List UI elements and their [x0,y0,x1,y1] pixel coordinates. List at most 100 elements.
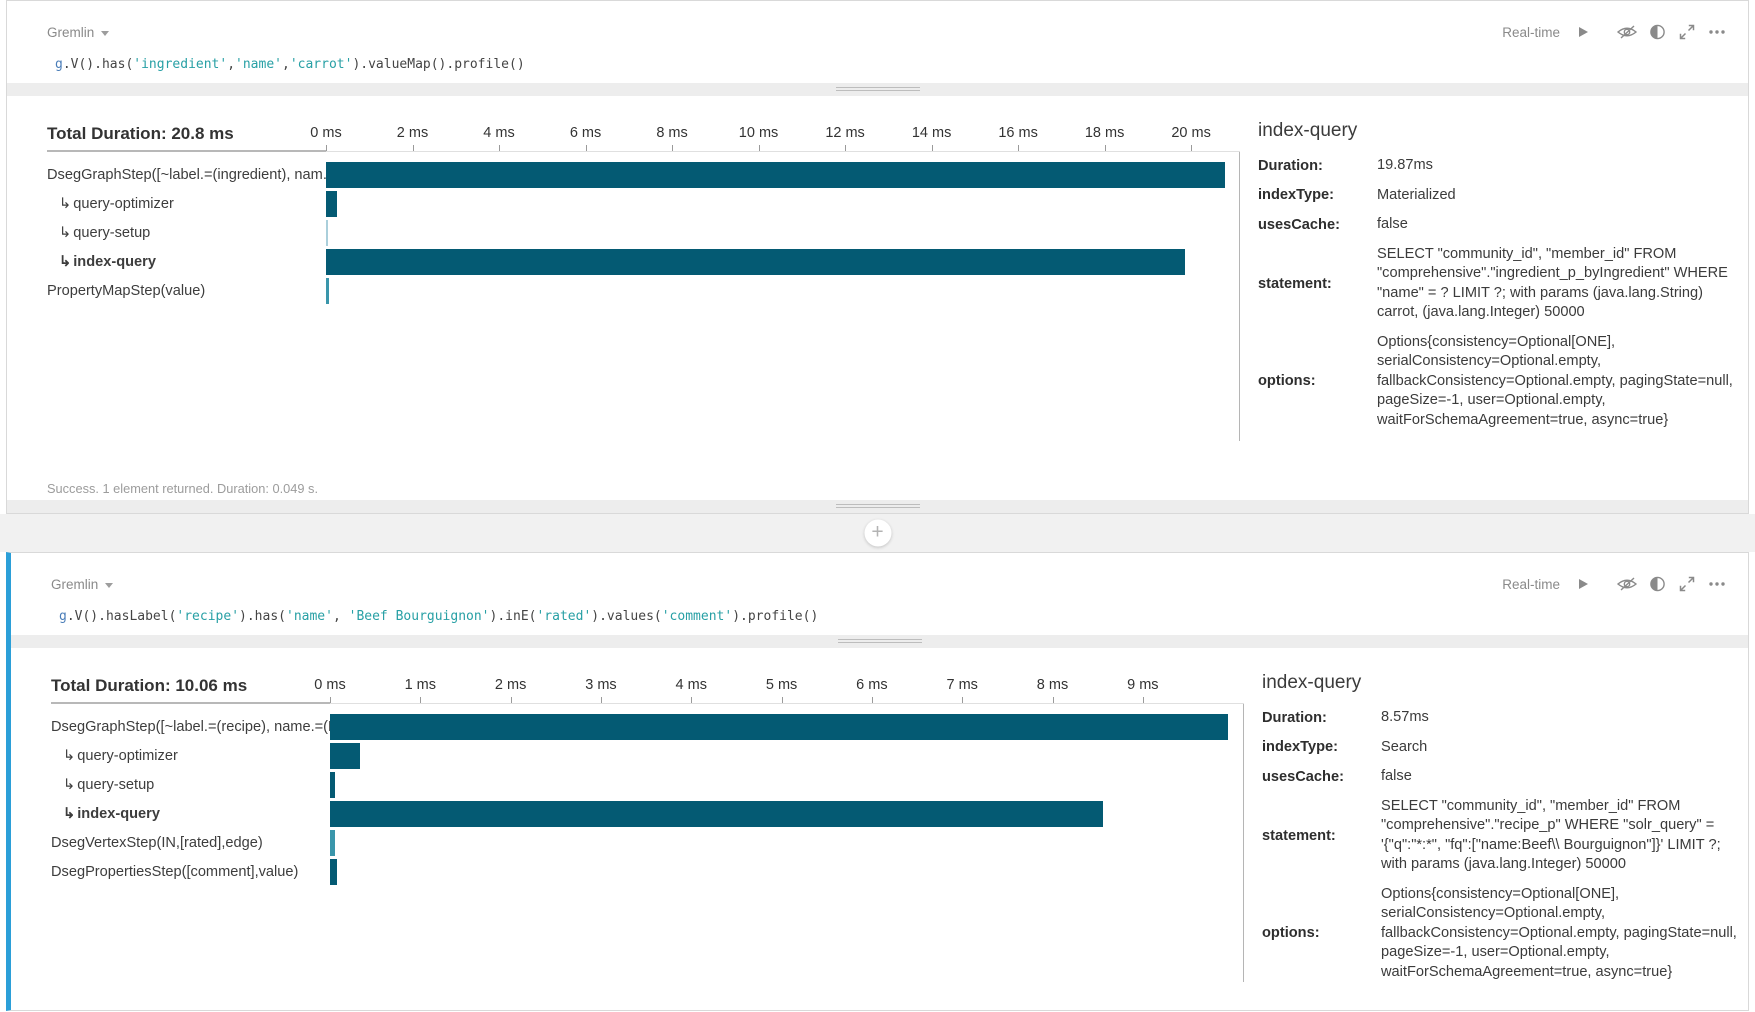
step-label[interactable]: ↳ query-optimizer [47,189,326,218]
run-button[interactable] [1572,573,1594,595]
duration-bar[interactable] [326,219,329,246]
bars-plot-area [330,704,1244,982]
hide-results-button[interactable] [1612,573,1642,595]
field-value: Options{consistency=Optional[ONE], seria… [1381,885,1737,980]
step-label[interactable]: DsegVertexStep(IN,[rated],edge) [51,828,330,857]
code-token: .V().hasLabel( [66,609,177,624]
run-button[interactable] [1572,21,1594,43]
details-title: index-query [1258,120,1358,141]
step-label[interactable]: DsegGraphStep([~label.=(recipe), name.=(… [51,712,330,741]
duration-bar[interactable] [326,248,1185,275]
duration-bar[interactable] [330,771,335,798]
indent-arrow-icon: ↳ [59,254,72,270]
query-editor[interactable]: g.V().has('ingredient','name','carrot').… [55,57,1748,72]
code-token: 'name' [235,57,282,72]
axis-tick-mark [499,145,501,151]
bars-plot-area [326,152,1240,441]
axis-tick-mark [326,145,327,151]
indent-arrow-icon: ↳ [59,225,72,241]
field-label: statement: [1262,827,1336,844]
query-cell-panel: Gremlin Real-time [6,0,1749,514]
step-label[interactable]: DsegGraphStep([~label.=(ingredient), nam… [47,160,326,189]
panel-header: Gremlin Real-time [7,1,1748,43]
details-field: usesCache: false [1262,767,1740,787]
axis-tick-mark [420,697,422,703]
bar-row [326,276,1239,305]
step-label-text: DsegVertexStep(IN,[rated],edge) [51,834,263,851]
add-cell-button[interactable]: + [864,519,891,547]
panel-resize-handle[interactable] [7,500,1748,513]
chart-body: DsegGraphStep([~label.=(recipe), name.=(… [51,704,1244,982]
query-editor[interactable]: g.V().hasLabel('recipe').has('name', 'Be… [59,609,1748,624]
axis-tick-mark [1142,697,1144,703]
language-dropdown[interactable]: Gremlin [47,25,110,40]
total-duration-label: Total Duration: 10.06 ms [51,672,330,704]
code-token: 'Beef Bourguignon' [348,609,490,624]
expand-button[interactable] [1672,573,1702,595]
details-field: indexType: Materialized [1258,186,1740,206]
editor-resize-handle[interactable] [7,83,1748,96]
code-token: g [55,57,63,72]
field-label: indexType: [1258,187,1334,204]
more-button[interactable] [1702,573,1732,595]
axis-tick-label: 6 ms [569,125,602,141]
field-label: Duration: [1262,709,1327,726]
duration-bar[interactable] [330,713,1228,740]
axis-tick-mark [1104,145,1106,151]
field-value: Search [1381,738,1428,755]
axis-tick-mark [845,145,847,151]
editor-resize-handle[interactable] [11,635,1748,648]
code-token: 'recipe' [176,609,240,624]
axis-tick-mark [758,145,760,151]
field-label: statement: [1258,275,1332,292]
language-dropdown[interactable]: Gremlin [51,577,114,592]
step-label[interactable]: PropertyMapStep(value) [47,276,326,305]
play-icon [1578,26,1589,38]
axis-tick-label: 20 ms [1171,125,1211,141]
axis-tick-mark [672,145,674,151]
chart-body: DsegGraphStep([~label.=(ingredient), nam… [47,152,1240,441]
step-label-text: query-optimizer [77,747,178,764]
axis-tick-label: 0 ms [314,677,346,693]
duration-bar[interactable] [330,858,338,885]
step-label[interactable]: ↳ query-setup [51,770,330,799]
toggle-view-button[interactable] [1642,573,1672,595]
step-label[interactable]: ↳ query-optimizer [51,741,330,770]
expand-arrows-icon [1679,24,1695,40]
axis-tick-label: 0 ms [310,125,342,141]
half-circle-toggle-icon [1648,576,1667,592]
code-token: , [227,57,236,72]
field-label: usesCache: [1258,216,1340,233]
indent-arrow-icon: ↳ [63,748,76,764]
top-cell-slot: Gremlin Real-time [6,0,1749,514]
indent-arrow-icon: ↳ [63,777,76,793]
step-label[interactable]: ↳ index-query [47,247,326,276]
step-label[interactable]: ↳ index-query [51,799,330,828]
time-axis: 0 ms 2 ms 4 ms 6 ms 8 ms 10 ms 12 ms 14 ms 16 ms… [310,120,1240,152]
duration-bar[interactable] [326,190,337,217]
duration-bar[interactable] [326,161,1225,188]
chevron-down-icon [101,30,110,36]
step-label[interactable]: ↳ query-setup [47,218,326,247]
hide-results-button[interactable] [1612,21,1642,43]
code-token: g [59,609,67,624]
ellipsis-icon [1709,582,1725,586]
axis-tick-mark [600,697,602,703]
step-details-panel: index-query Duration: 8.57ms indexType: Sea… [1262,672,1748,982]
axis-tick-mark [1191,145,1193,151]
duration-bar[interactable] [330,829,336,856]
step-label-text: DsegGraphStep([~label.=(ingredient), nam… [47,166,326,183]
expand-button[interactable] [1672,21,1702,43]
duration-bar[interactable] [330,742,360,769]
toggle-view-button[interactable] [1642,21,1672,43]
chart-header: Total Duration: 20.8 ms 0 ms 2 ms 4 ms 6 ms… [47,120,1240,152]
more-button[interactable] [1702,21,1732,43]
duration-bar[interactable] [330,800,1104,827]
bottom-cell-slot: Gremlin Real-time [0,552,1755,1011]
axis-tick-label: 10 ms [738,125,779,141]
axis-tick-mark [330,697,331,703]
duration-bar[interactable] [326,277,329,304]
step-label[interactable]: DsegPropertiesStep([comment],value) [51,857,330,886]
bar-row [326,160,1239,189]
chevron-down-icon [105,582,114,588]
